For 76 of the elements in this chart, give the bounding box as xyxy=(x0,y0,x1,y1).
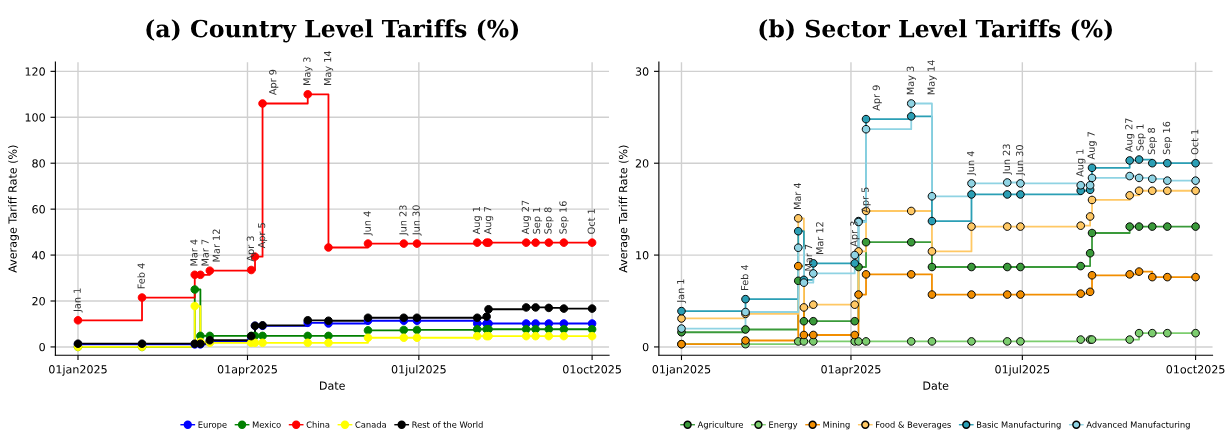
y-tick-label: 80 xyxy=(32,159,45,168)
legend-label: Rest of the World xyxy=(412,421,483,428)
y-tick-label: 40 xyxy=(32,251,45,260)
x-tick-label: 01oct2025 xyxy=(1166,365,1225,374)
annotation: Mar 7 xyxy=(201,239,209,266)
x-tick-label: 01jul2025 xyxy=(391,364,446,376)
annotation: Apr 9 xyxy=(269,69,279,96)
annotation: Jun 4 xyxy=(363,211,373,236)
annotation: Aug 1 xyxy=(472,206,482,235)
annotation: May 14 xyxy=(324,50,334,86)
legend-label: Food & Beverages xyxy=(876,421,951,430)
annotation: Jun 4 xyxy=(967,151,977,176)
annotation: May 3 xyxy=(906,66,916,95)
annotation: Aug 27 xyxy=(521,200,531,235)
annotation: Sep 16 xyxy=(559,201,569,234)
annotation: Jun 30 xyxy=(412,205,422,236)
annotation: Sep 8 xyxy=(544,207,554,234)
annotation: Jun 23 xyxy=(399,205,409,236)
y-tick-label: 120 xyxy=(25,67,45,76)
annotation: Sep 1 xyxy=(532,207,543,234)
annotation: Apr 3 xyxy=(246,236,256,262)
annotation: Jun 30 xyxy=(1015,145,1026,176)
legend-label: Energy xyxy=(769,421,798,430)
legend-label: China xyxy=(306,421,330,428)
annotation: Mar 4 xyxy=(793,182,802,210)
annotation: Aug 7 xyxy=(484,206,494,235)
x-tick-label: 01oct2025 xyxy=(562,365,621,374)
annotation: Apr 5 xyxy=(861,187,871,213)
annotation: Mar 4 xyxy=(190,239,198,266)
y-axis-title: Average Tariff Rate (%) xyxy=(8,145,19,273)
annotation: Apr 5 xyxy=(258,223,268,249)
annotation: Mar 7 xyxy=(805,244,813,271)
annotation: Aug 1 xyxy=(1076,149,1086,177)
x-tick-label: 01jan2025 xyxy=(652,364,711,376)
y-tick-label: 60 xyxy=(32,205,45,214)
annotation: Mar 12 xyxy=(816,222,824,255)
x-tick-label: 01apr2025 xyxy=(821,365,881,376)
annotation: May 3 xyxy=(303,57,313,86)
annotation: Apr 3 xyxy=(850,221,860,247)
annotation: May 14 xyxy=(927,60,937,95)
y-tick-label: 20 xyxy=(635,159,649,168)
y-tick-label: 10 xyxy=(636,251,649,260)
y-tick-label: 100 xyxy=(25,113,45,122)
annotation: Aug 27 xyxy=(1125,118,1135,153)
annotation: Jan 1 xyxy=(73,288,83,313)
annotation: Aug 7 xyxy=(1087,132,1097,160)
y-tick-label: 20 xyxy=(32,296,45,306)
legend-label: Basic Manufacturing xyxy=(977,421,1061,430)
y-tick-label: 0 xyxy=(642,342,649,352)
legend-label: Advanced Manufacturing xyxy=(1086,421,1190,430)
x-tick-label: 01jul2025 xyxy=(995,364,1050,376)
annotation: Apr 9 xyxy=(872,85,882,111)
chart-title: (a) Country Level Tariffs (%) xyxy=(146,19,519,43)
annotation: Oct 1 xyxy=(587,209,595,234)
chart-title: (b) Sector Level Tariffs (%) xyxy=(759,19,1112,41)
legend-label: Mexico xyxy=(252,421,281,428)
annotation: Feb 4 xyxy=(137,263,145,289)
annotation: Jan 1 xyxy=(677,279,687,304)
x-tick-label: 01jan2025 xyxy=(49,364,107,376)
legend-label: Canada xyxy=(355,421,386,428)
y-tick-label: 30 xyxy=(635,67,649,76)
legend-label: Agriculture xyxy=(697,421,743,430)
annotation: Sep 1 xyxy=(1136,124,1146,151)
annotation: Mar 12 xyxy=(212,229,220,262)
x-axis-title: Date xyxy=(923,381,949,390)
annotation: Sep 8 xyxy=(1147,127,1157,155)
legend-label: Mining xyxy=(823,421,850,430)
annotation: Jun 23 xyxy=(1002,144,1012,175)
x-axis-title: Date xyxy=(320,381,345,390)
y-axis-title: Average Tariff Rate (%) xyxy=(618,145,630,273)
annotation: Oct 1 xyxy=(1191,129,1199,155)
annotation: Feb 4 xyxy=(740,264,749,290)
x-tick-label: 01apr2025 xyxy=(217,365,277,376)
annotation: Sep 16 xyxy=(1162,121,1173,155)
y-tick-label: 0 xyxy=(39,342,45,352)
legend-label: Europe xyxy=(198,421,227,430)
